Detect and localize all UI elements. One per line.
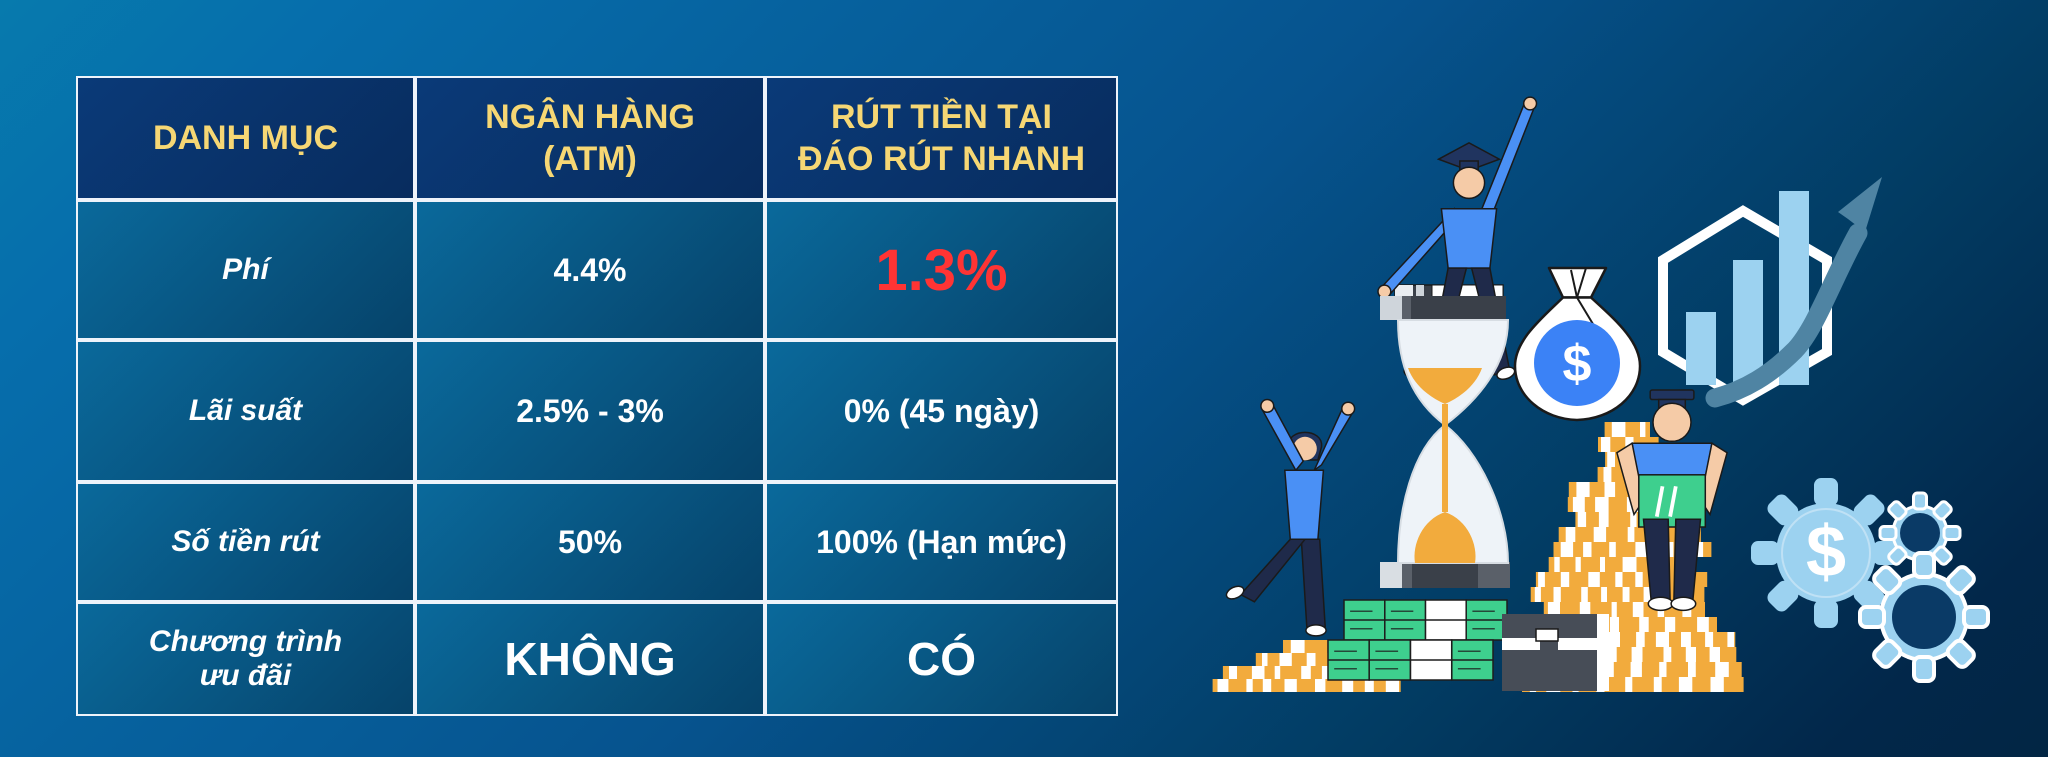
svg-text:$: $ [1563,335,1592,393]
svg-text:$: $ [1806,512,1846,592]
